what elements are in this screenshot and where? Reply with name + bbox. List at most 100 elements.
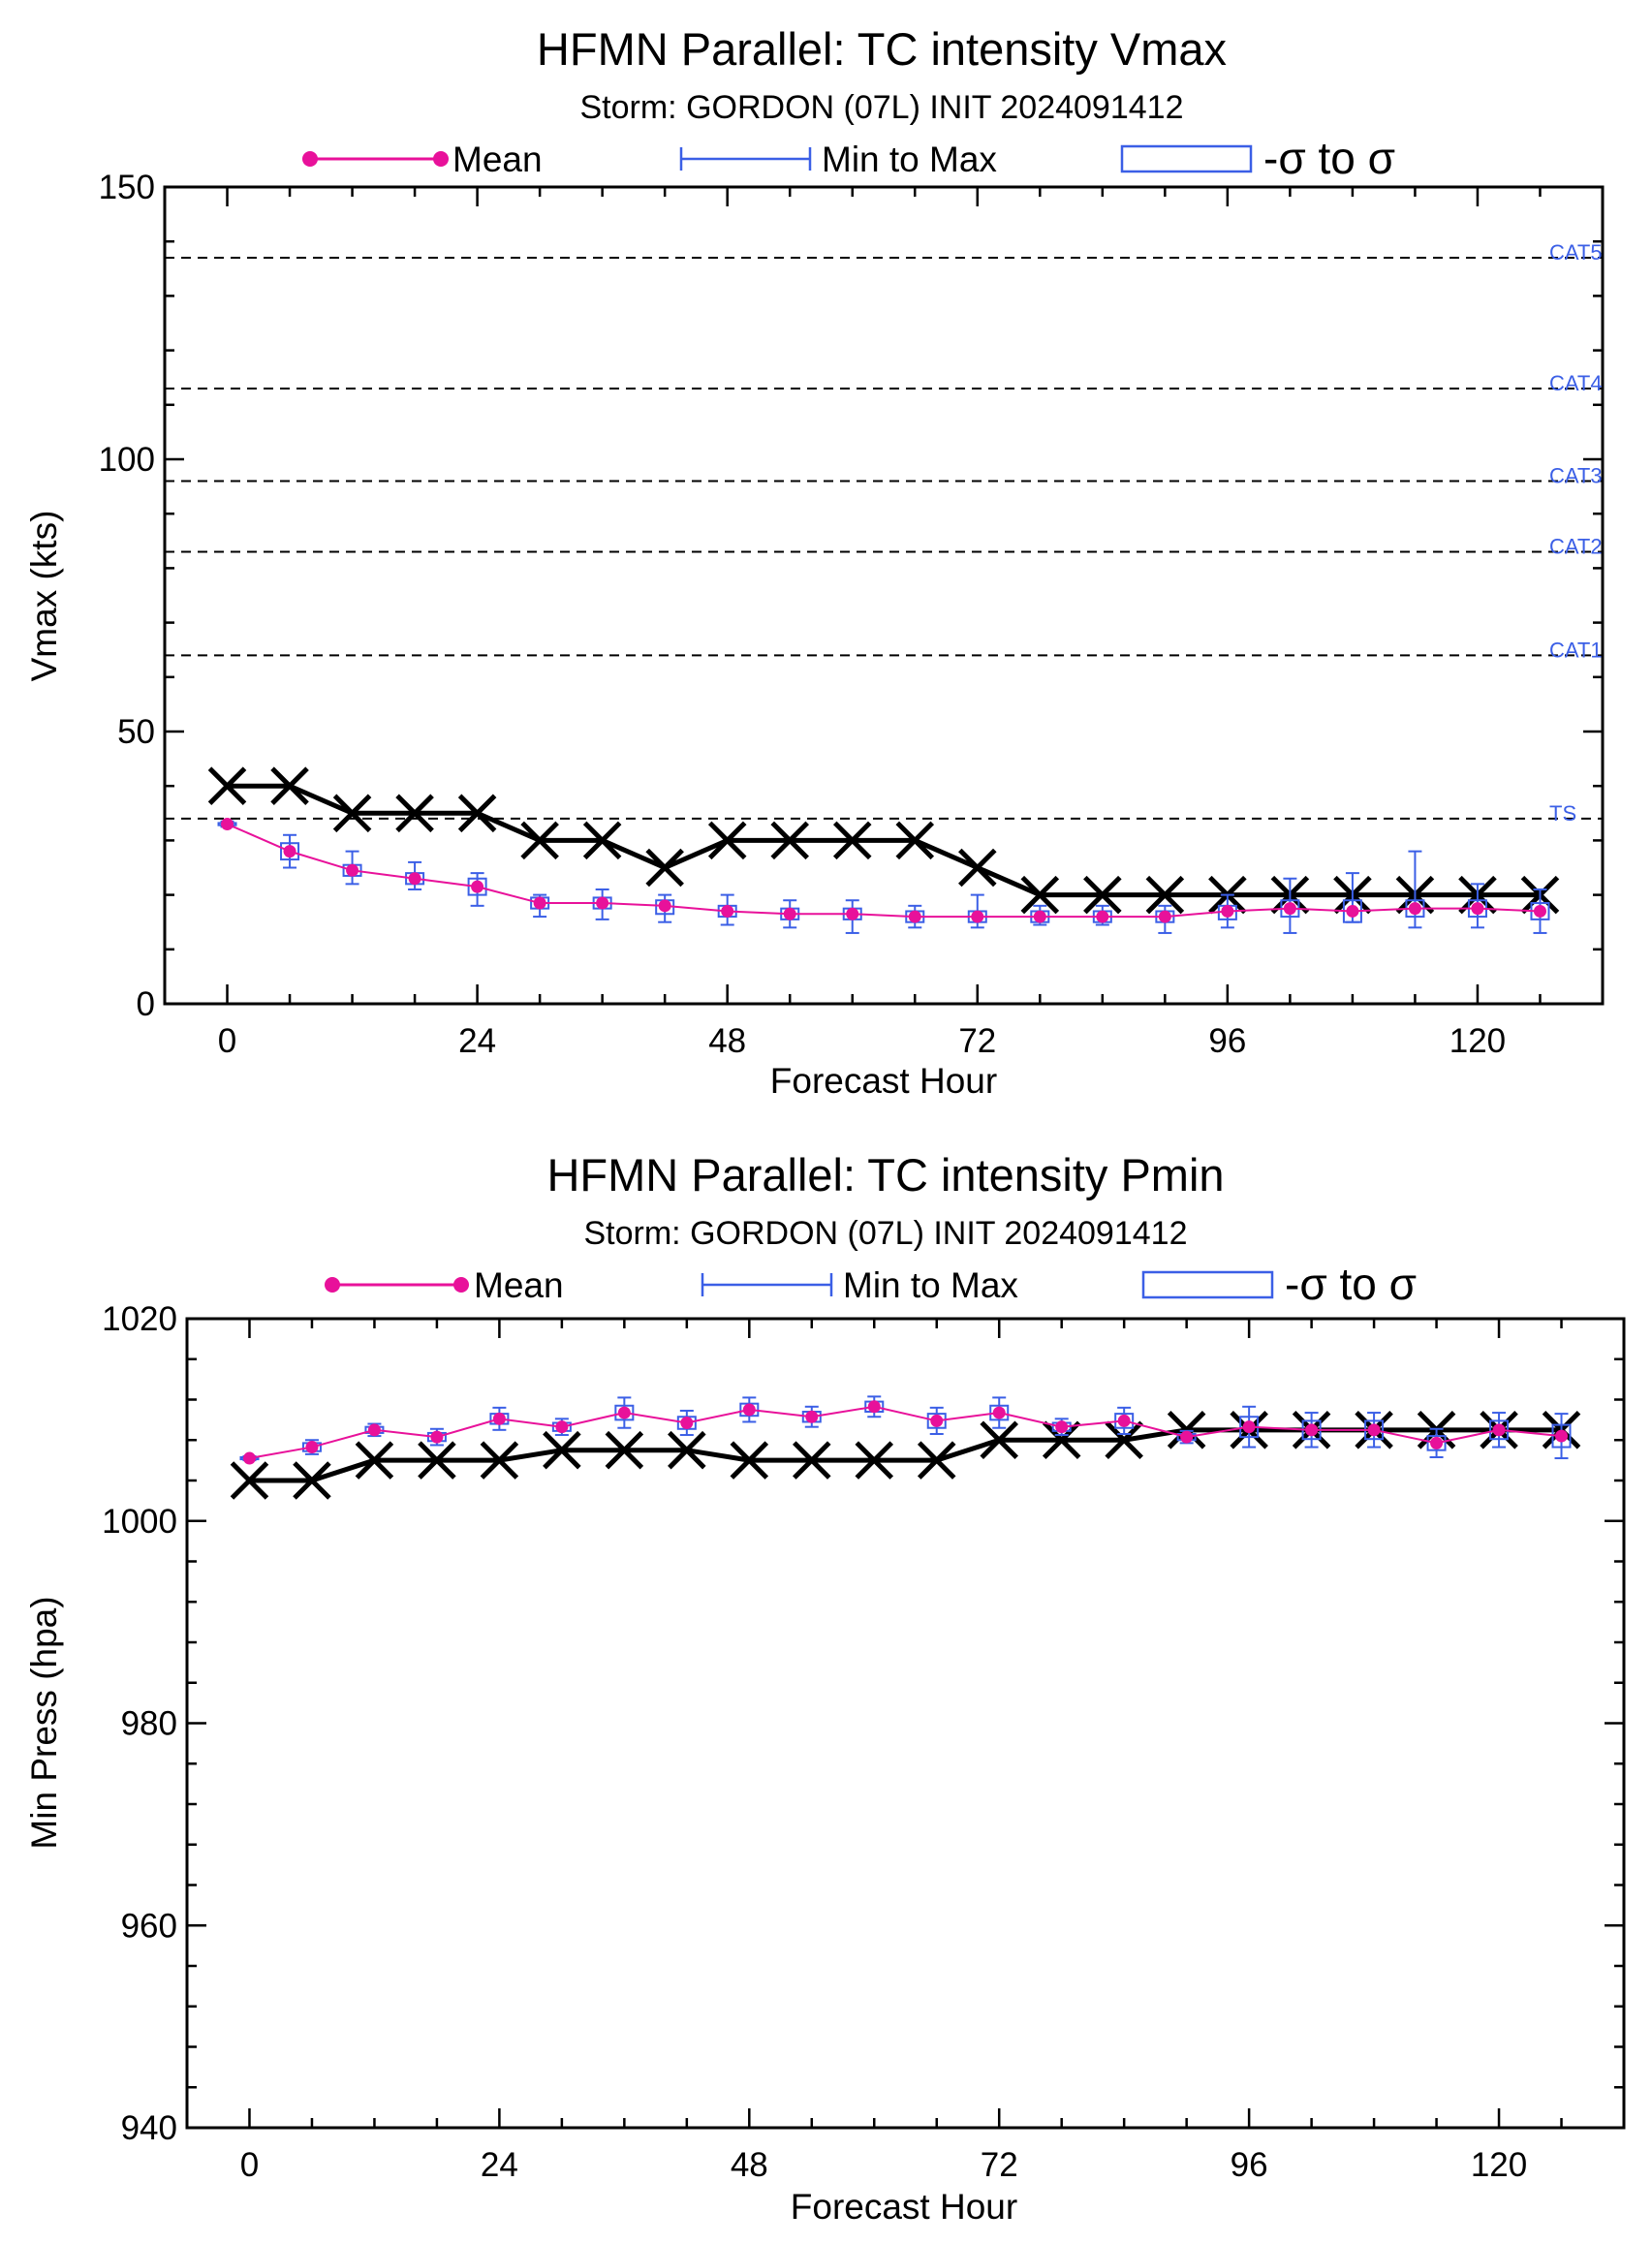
best-track-marker [457,794,497,833]
mean-point [471,880,484,893]
pmin-axis-ticks: 0 24 48 72 96 120 940 960 980 1000 1020 [102,1300,1624,2184]
y-tick-label: 50 [117,713,155,751]
x-tick-label: 96 [1231,2146,1268,2184]
best-track-marker-stroke [230,1461,269,1500]
legend-mean-marker-left [325,1277,340,1293]
best-track-marker [730,1441,769,1480]
best-track-marker [855,1441,894,1480]
best-track-marker-stroke [668,1430,706,1470]
mean-point [1158,910,1171,923]
best-track-marker-stroke [855,1441,894,1480]
mean-point [1096,910,1109,923]
mean-point [1055,1420,1069,1434]
vmax-plot-frame [163,185,1605,1006]
best-track-marker-stroke [355,1441,394,1480]
y-tick-label: 1000 [102,1503,177,1541]
mean-point [1305,1423,1319,1437]
best-track-marker-stroke [645,848,684,888]
pmin-chart-subtitle: Storm: GORDON (07L) INIT 2024091412 [584,1215,1188,1252]
best-track-marker [668,1430,706,1470]
legend-sigma-label: -σ to σ [1285,1259,1417,1309]
best-track-marker [480,1441,519,1480]
y-tick-label: 150 [99,169,155,206]
mean-point [992,1406,1006,1419]
mean-point [805,1410,819,1423]
best-track-marker [355,1441,394,1480]
mean-point [1492,1423,1506,1437]
best-track-marker [1083,875,1122,915]
y-tick-label: 940 [121,2109,177,2147]
best-track-marker-stroke [395,794,434,833]
best-track-marker-stroke [770,821,809,860]
category-label: CAT4 [1549,371,1603,395]
best-track-marker-stroke [917,1441,956,1480]
vmax-chart-title: HFMN Parallel: TC intensity Vmax [537,23,1227,75]
mean-point [1346,904,1359,918]
pmin-y-axis-label: Min Press (hpa) [24,1596,64,1849]
y-tick-label: 100 [99,441,155,479]
vmax-chart-subtitle: Storm: GORDON (07L) INIT 2024091412 [580,89,1184,126]
x-tick-label: 96 [1208,1022,1246,1060]
x-tick-label: 48 [708,1022,746,1060]
y-tick-label: 980 [121,1705,177,1743]
legend-minmax-label: Min to Max [822,140,997,179]
mean-point [846,907,859,920]
mean-point [930,1414,944,1427]
vmax-y-axis-label: Vmax (kts) [24,511,64,682]
best-track-marker [543,1430,581,1470]
best-track-marker-stroke [832,821,872,860]
best-track-marker [230,1461,269,1500]
mean-point [1430,1436,1444,1449]
mean-point [596,896,609,910]
best-track-marker-stroke [270,766,309,805]
best-track-marker-stroke [1020,875,1060,915]
best-track-marker [207,766,247,805]
best-track-marker [1167,1411,1206,1449]
legend-mean-marker-right [433,151,449,167]
best-track-marker [332,794,372,833]
pmin-plot-frame [185,1317,1626,2130]
best-track-marker-stroke [332,794,372,833]
mean-point [867,1400,881,1414]
vmax-legend: Mean Min to Max -σ to σ [302,133,1395,183]
x-tick-label: 0 [218,1022,236,1060]
best-track-marker-stroke [895,821,935,860]
legend-mean-marker-left [302,151,318,167]
mean-point [1471,902,1484,916]
category-label: CAT2 [1549,535,1603,559]
mean-point [408,872,421,886]
mean-point [617,1406,631,1419]
pmin-data-layer [230,1395,1581,1500]
best-track-marker-stroke [457,794,497,833]
x-tick-label: 120 [1471,2146,1527,2184]
best-track-marker [1105,1420,1143,1460]
mean-point [555,1420,569,1434]
mean-point [242,1451,256,1465]
mean-point [1367,1423,1381,1437]
best-track-marker-stroke [293,1461,331,1500]
best-track-marker [895,821,935,860]
best-track-marker [707,821,747,860]
mean-point [680,1417,694,1430]
vmax-data-layer [207,766,1560,934]
best-track-marker [832,821,872,860]
pmin-panel: HFMN Parallel: TC intensity Pmin Storm: … [24,1149,1626,2227]
vmax-axis-ticks: 0 24 48 72 96 120 0 50 100 150 [99,169,1603,1060]
pmin-chart-title: HFMN Parallel: TC intensity Pmin [546,1149,1224,1200]
category-label: CAT3 [1549,463,1603,487]
mean-point [492,1412,506,1425]
sigma-box [926,1413,947,1429]
best-track-marker-stroke [543,1430,581,1470]
best-track-marker [770,821,809,860]
mean-point [367,1423,381,1437]
category-label: CAT5 [1549,240,1603,265]
vmax-panel: HFMN Parallel: TC intensity Vmax Storm: … [24,23,1605,1101]
mean-point [1221,904,1234,918]
vmax-category-lines: CAT5 CAT4 CAT3 CAT2 CAT1 TS [165,240,1603,826]
y-tick-label: 1020 [102,1300,177,1338]
mean-point [430,1430,444,1444]
sigma-box [1426,1435,1447,1451]
best-track-marker-stroke [582,821,622,860]
legend-sigma-label: -σ to σ [1263,133,1395,183]
